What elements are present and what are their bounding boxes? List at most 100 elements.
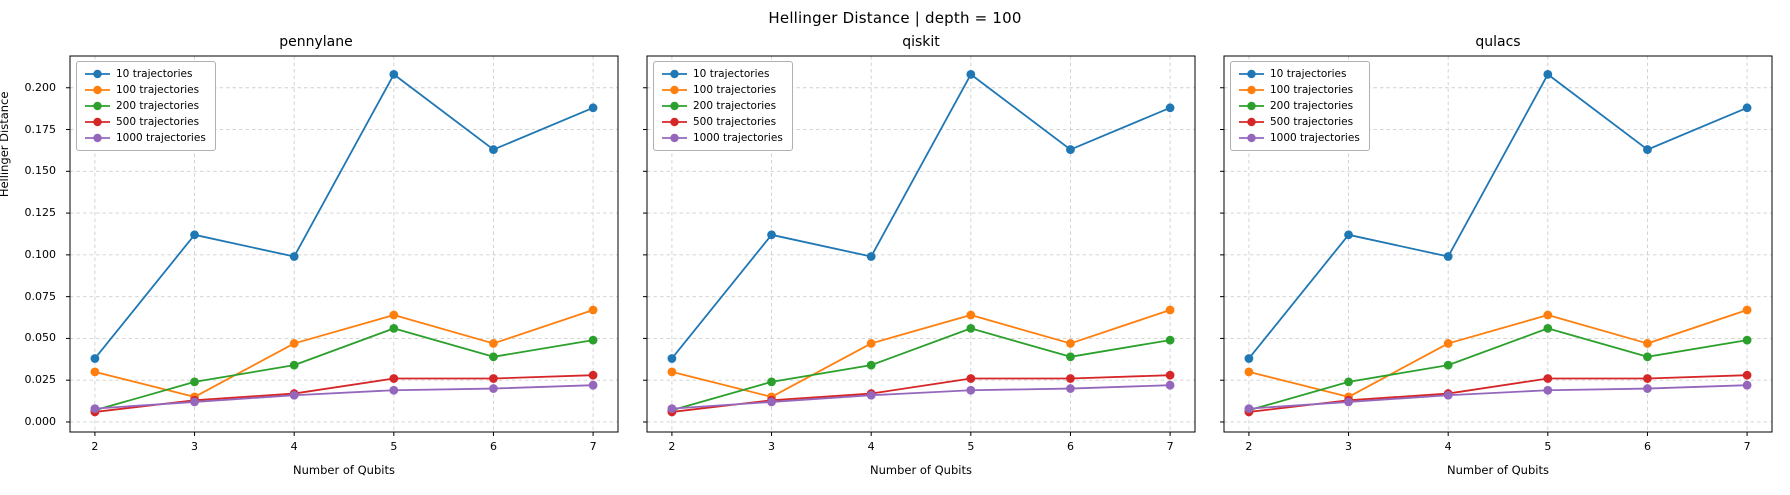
legend-line-marker-icon: [1239, 69, 1264, 79]
data-point-marker: [866, 360, 876, 370]
data-point-marker: [389, 69, 399, 79]
x-tick-label: 4: [868, 440, 875, 453]
x-tick-label: 4: [291, 440, 298, 453]
y-axis-label: Hellinger Distance: [0, 91, 11, 198]
subplot-qulacs: qulacs 2 3 4 5 6 7 Number of Qubits 10 traject…: [1216, 34, 1780, 485]
figure-title: Hellinger Distance | depth = 100: [768, 9, 1022, 27]
series-line: [94, 73, 594, 360]
data-point-marker: [1165, 370, 1175, 380]
y-axis-gutter: Hellinger Distance 0.000 0.025 0.050 0.075 0…: [0, 53, 62, 433]
data-point-marker: [966, 69, 976, 79]
data-point-marker: [489, 339, 498, 348]
legend-label: 500 trajectories: [693, 116, 777, 128]
y-tick-label: 0.150: [24, 164, 57, 178]
legend-line-marker-icon: [1239, 101, 1264, 111]
data-point-marker: [966, 374, 976, 383]
data-point-marker: [1643, 352, 1652, 362]
data-point-marker: [1742, 305, 1752, 315]
x-tick-label: 3: [191, 440, 198, 453]
legend-line-marker-icon: [662, 101, 687, 111]
x-tick-label: 5: [1544, 440, 1551, 453]
legend-item: 10 trajectories: [661, 66, 783, 82]
series-line: [1248, 309, 1748, 398]
x-tick-label: 5: [967, 440, 974, 453]
data-point-marker: [1742, 370, 1752, 380]
data-point-marker: [1165, 103, 1175, 113]
subplot-title-qiskit: qiskit: [902, 34, 940, 50]
data-point-marker: [667, 354, 677, 363]
data-point-marker: [489, 374, 498, 383]
data-point-marker: [966, 385, 976, 395]
data-point-marker: [1165, 380, 1175, 390]
data-point-marker: [866, 339, 876, 348]
data-point-marker: [1543, 374, 1553, 383]
data-point-marker: [489, 384, 498, 393]
legend-line-marker-icon: [85, 69, 110, 79]
y-tick-label: 0.200: [24, 80, 57, 94]
data-point-marker: [289, 339, 299, 348]
legend-pennylane: 10 trajectories 100 trajectories 200 traje…: [76, 61, 216, 151]
legend-item: 100 trajectories: [1238, 82, 1360, 98]
legend-line-marker-icon: [662, 85, 687, 95]
legend-label: 10 trajectories: [693, 68, 770, 80]
series-line: [1248, 384, 1748, 410]
plot-area-qiskit: 2 3 4 5 6 7 Number of Qubits 10 trajectories 10…: [639, 53, 1203, 485]
data-point-marker: [489, 145, 498, 154]
legend-item: 10 trajectories: [1238, 66, 1360, 82]
series-line: [94, 327, 594, 412]
x-tick-label: 6: [1644, 440, 1651, 453]
x-tick-label: 2: [1245, 440, 1252, 453]
legend-qiskit: 10 trajectories 100 trajectories 200 traje…: [653, 61, 793, 151]
y-tick-label: 0.000: [24, 414, 57, 428]
data-point-marker: [289, 252, 299, 261]
data-point-marker: [667, 367, 677, 377]
data-point-marker: [289, 360, 299, 370]
legend-line-marker-icon: [1239, 117, 1264, 127]
x-tick-label: 7: [1744, 440, 1751, 453]
y-tick-label: 0.075: [24, 289, 57, 303]
data-point-marker: [489, 352, 498, 362]
data-point-marker: [588, 370, 598, 380]
data-point-marker: [588, 305, 598, 315]
plot-row: 2 3 4 5 6 7 Number of Qubits 10 trajectories 10…: [639, 53, 1203, 485]
x-axis-title: Number of Qubits: [1447, 463, 1549, 477]
data-point-marker: [1443, 360, 1453, 370]
x-axis-title: Number of Qubits: [293, 463, 395, 477]
series-line: [671, 73, 1171, 360]
data-point-marker: [1543, 69, 1553, 79]
chart-canvas-qiskit: 2 3 4 5 6 7 Number of Qubits: [639, 53, 1203, 485]
legend-item: 500 trajectories: [1238, 114, 1360, 130]
x-tick-label: 7: [590, 440, 597, 453]
legend-line-marker-icon: [1239, 85, 1264, 95]
data-point-marker: [1066, 374, 1075, 383]
data-point-marker: [389, 310, 399, 320]
data-point-marker: [1344, 397, 1353, 407]
legend-line-marker-icon: [85, 133, 110, 143]
data-point-marker: [866, 390, 876, 400]
data-point-marker: [1742, 380, 1752, 390]
data-point-marker: [90, 404, 100, 414]
legend-line-marker-icon: [662, 117, 687, 127]
legend-line-marker-icon: [85, 85, 110, 95]
data-point-marker: [966, 310, 976, 320]
data-point-marker: [1643, 339, 1652, 348]
data-point-marker: [90, 354, 100, 363]
axes-spines: [1223, 55, 1773, 433]
data-point-marker: [866, 252, 876, 261]
series-line: [671, 327, 1171, 412]
x-axis-title: Number of Qubits: [870, 463, 972, 477]
legend-label: 1000 trajectories: [1270, 132, 1360, 144]
legend-label: 500 trajectories: [1270, 116, 1354, 128]
series-line: [1248, 327, 1748, 412]
legend-item: 1000 trajectories: [84, 130, 206, 146]
data-point-marker: [1443, 252, 1453, 261]
data-point-marker: [1066, 384, 1075, 393]
series-line: [671, 309, 1171, 398]
data-point-marker: [667, 404, 677, 414]
data-point-marker: [1344, 377, 1353, 387]
data-point-marker: [90, 367, 100, 377]
data-point-marker: [190, 397, 199, 407]
data-point-marker: [1543, 385, 1553, 395]
data-point-marker: [190, 230, 199, 240]
